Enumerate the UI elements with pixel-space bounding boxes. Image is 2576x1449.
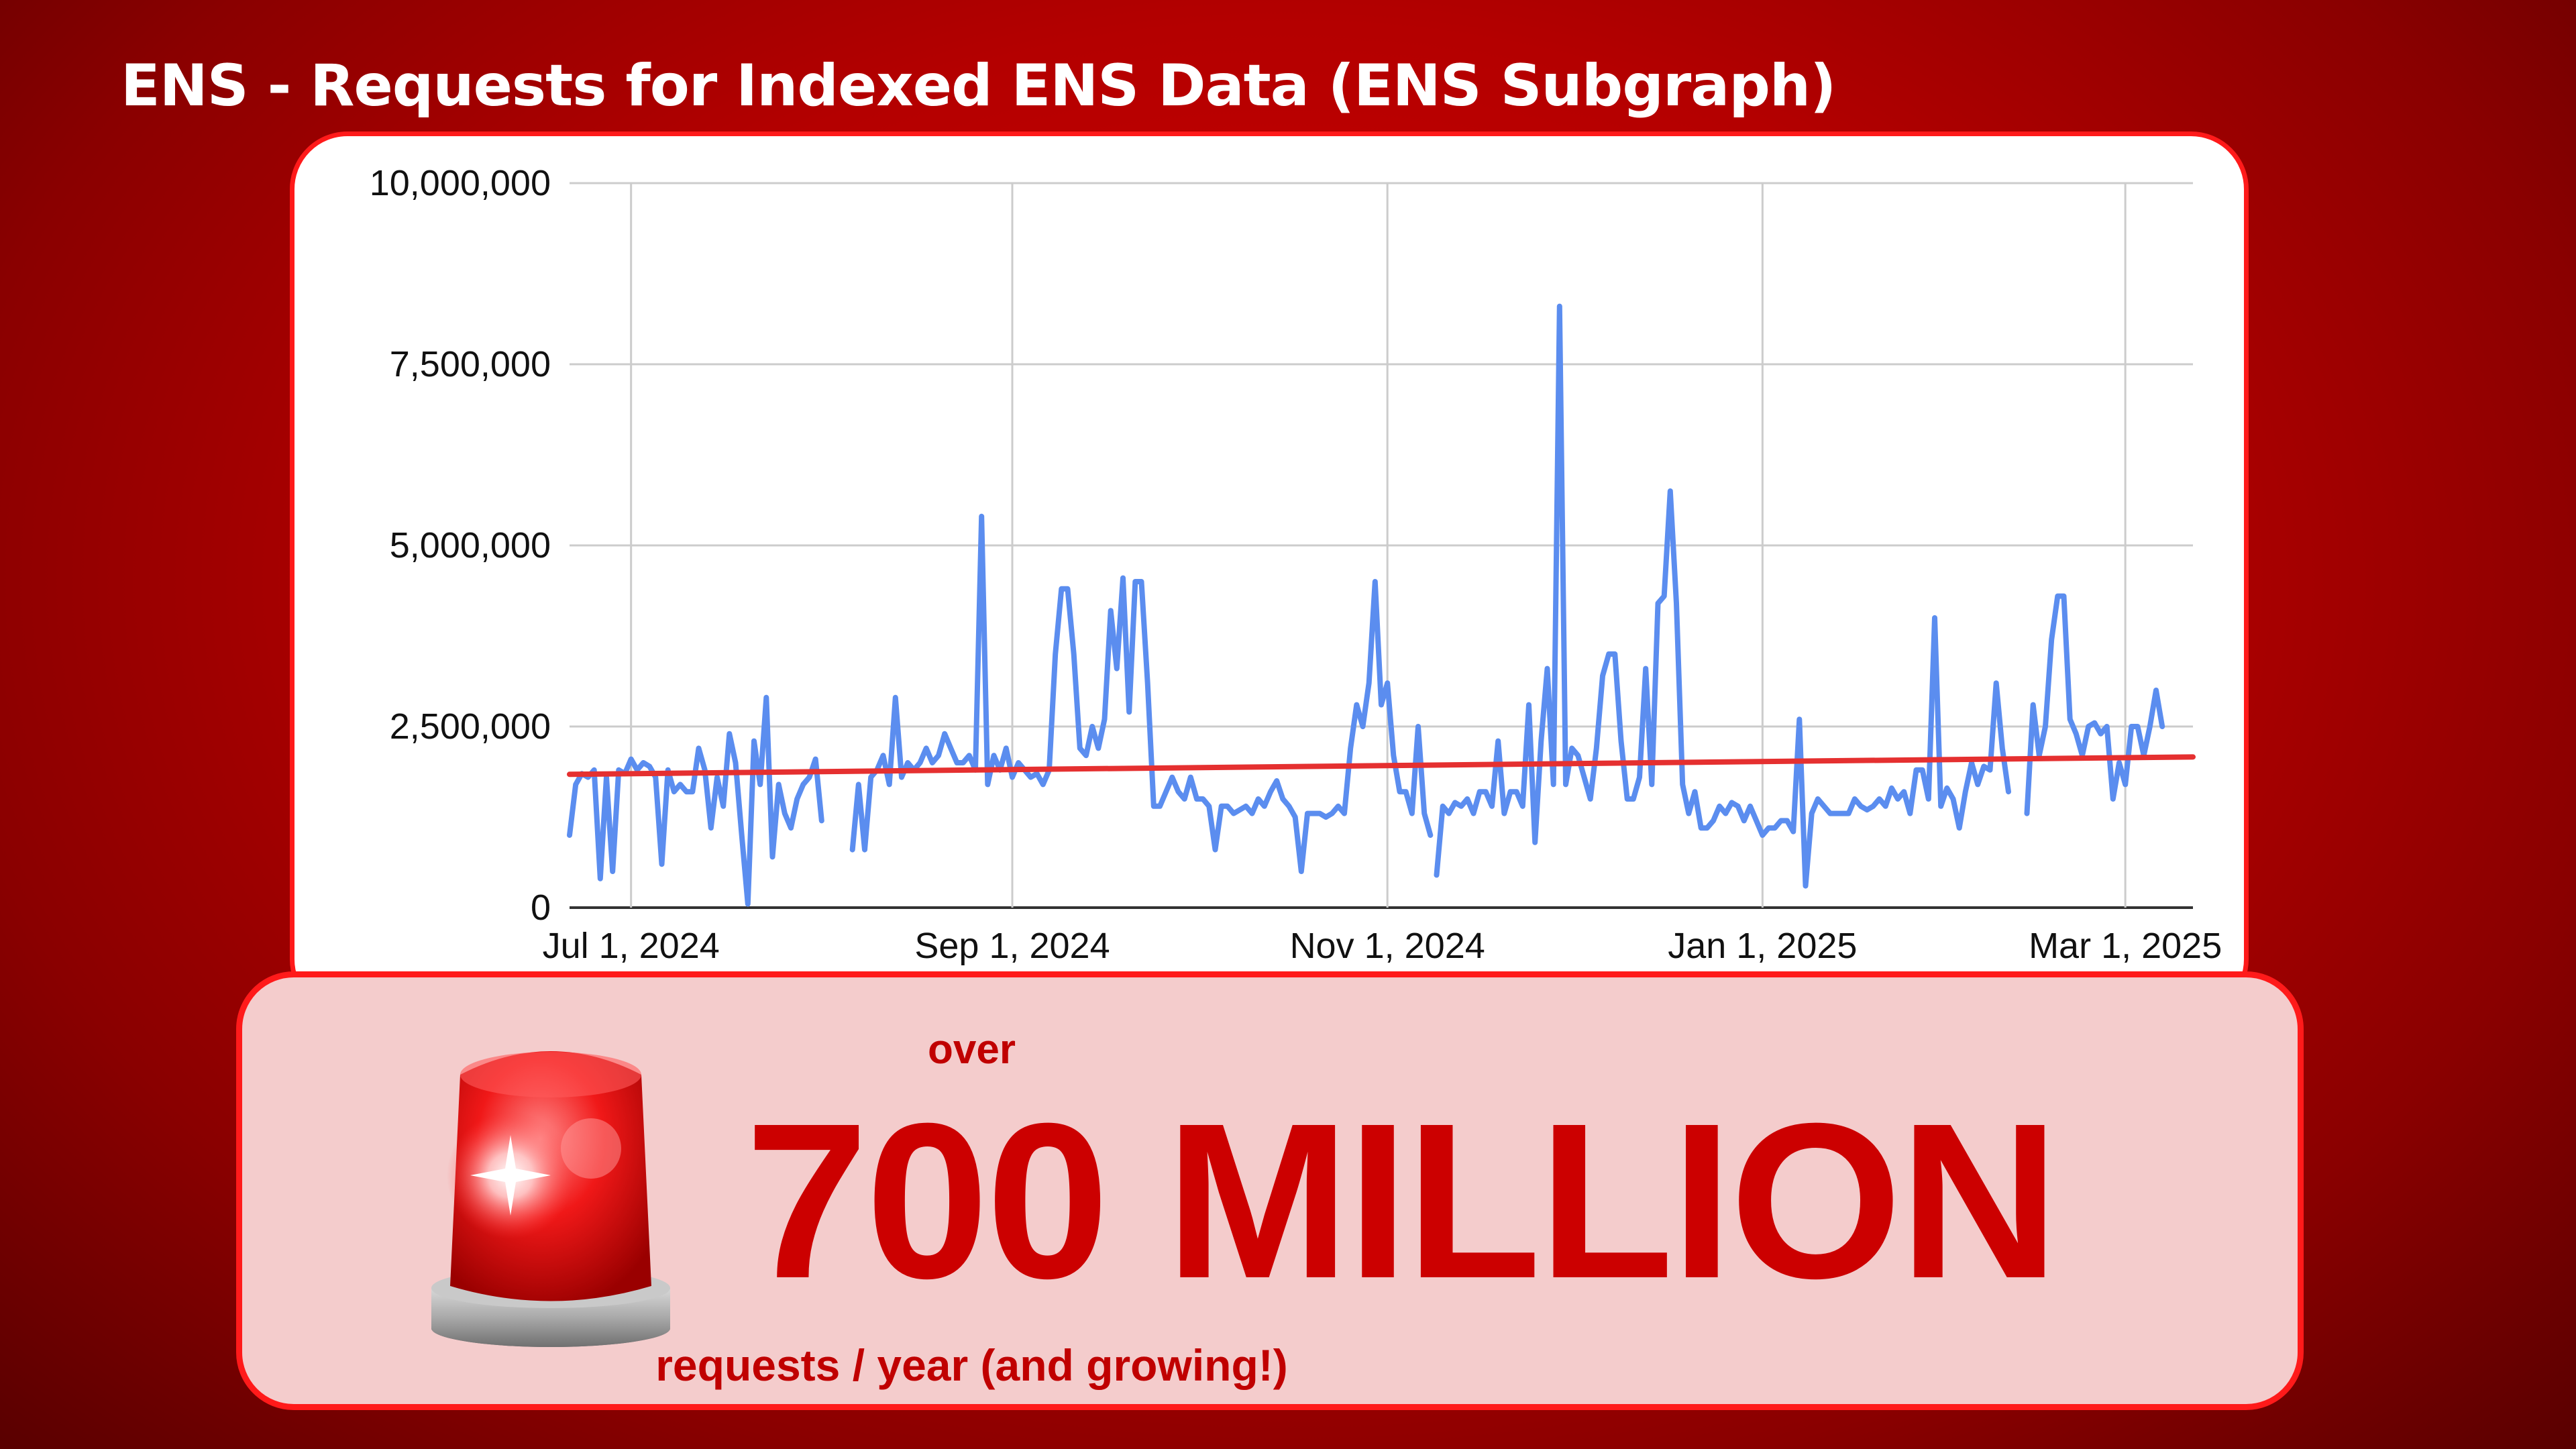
slide-title: ENS - Requests for Indexed ENS Data (ENS…: [121, 52, 1836, 119]
x-tick-label: Nov 1, 2024: [1290, 926, 1485, 966]
y-tick-label: 2,500,000: [390, 706, 551, 747]
callout-pre-text: over: [928, 1026, 1016, 1073]
y-axis-tick-labels: 0 2,500,000 5,000,000 7,500,000 10,000,000: [370, 163, 551, 928]
gridlines: [570, 182, 2193, 909]
daily-requests-line-segment: [567, 694, 824, 907]
x-tick-label: Jul 1, 2024: [543, 926, 720, 966]
trend-line: [567, 754, 2196, 777]
callout-headline: 700 MILLION: [745, 1077, 2059, 1324]
callout-post-text: requests / year (and growing!): [655, 1340, 1288, 1390]
x-tick-label: Mar 1, 2025: [2029, 926, 2222, 966]
x-tick-label: Sep 1, 2024: [914, 926, 1110, 966]
x-axis-tick-labels: Jul 1, 2024 Sep 1, 2024 Nov 1, 2024 Jan 1, …: [543, 926, 2222, 966]
daily-requests-line-segment: [1434, 303, 2011, 889]
series-lines: [567, 303, 2196, 907]
x-tick-label: Jan 1, 2025: [1668, 926, 1857, 966]
requests-line-chart: 0 2,500,000 5,000,000 7,500,000 10,000,000 J…: [370, 163, 2222, 966]
callout-box: over 700 MILLION requests / year (and gr…: [236, 971, 2304, 1410]
y-tick-label: 7,500,000: [390, 344, 551, 384]
chart-card: 0 2,500,000 5,000,000 7,500,000 10,000,000 J…: [290, 131, 2249, 1017]
daily-requests-line-segment: [849, 513, 1434, 874]
y-tick-label: 10,000,000: [370, 163, 551, 203]
y-tick-label: 5,000,000: [390, 525, 551, 566]
y-tick-label: 0: [531, 888, 551, 928]
daily-requests-line-segment: [2024, 593, 2165, 816]
police-siren-icon: [431, 1051, 670, 1347]
